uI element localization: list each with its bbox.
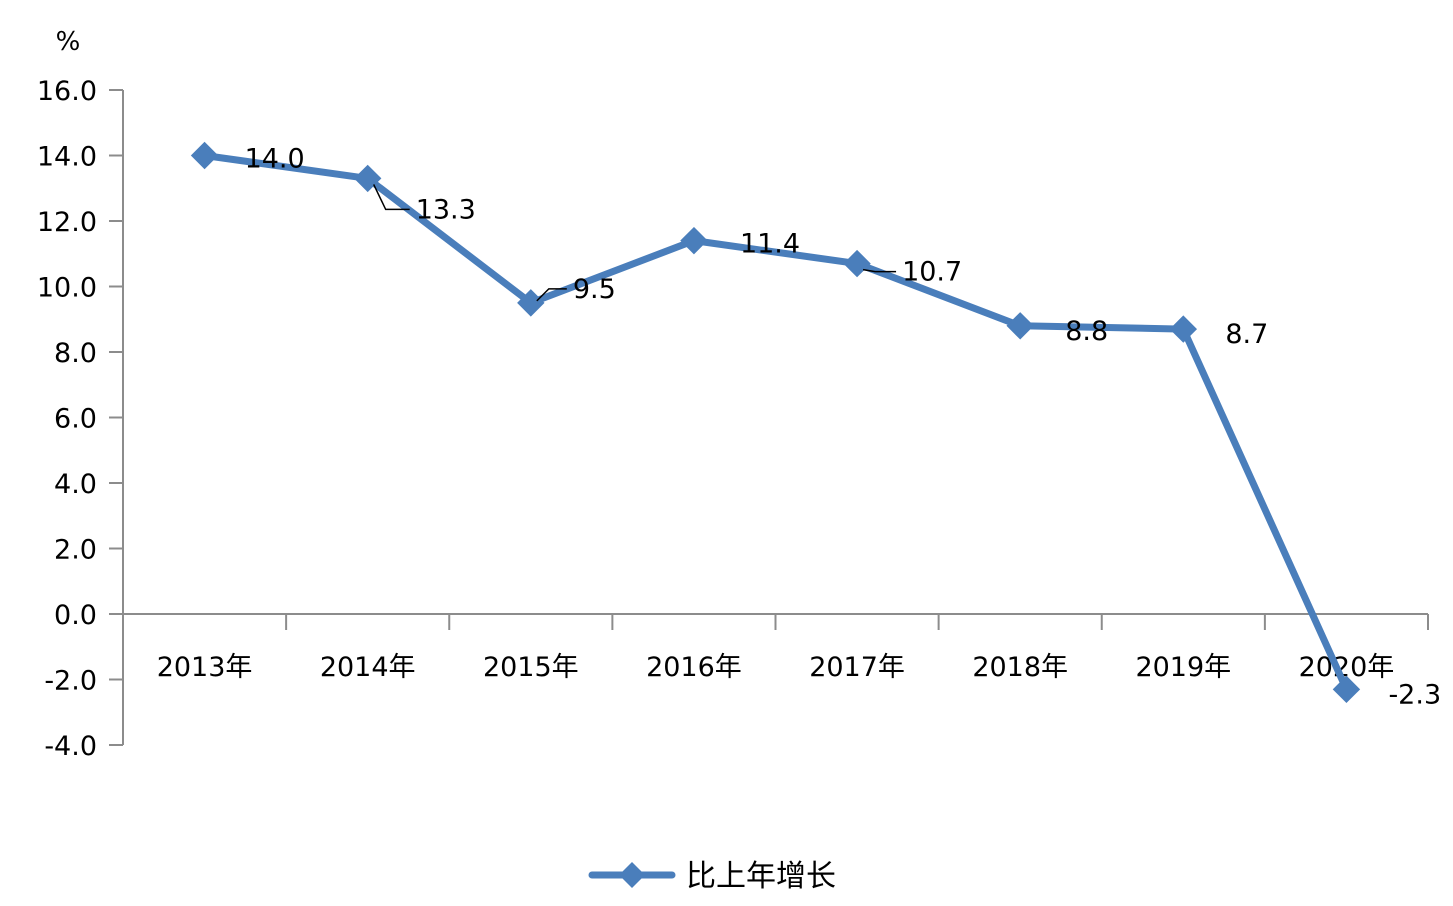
y-axis-unit-label: % [56, 27, 81, 57]
axes [109, 89, 1429, 746]
y-tick-label: 4.0 [54, 469, 97, 500]
x-tick-label: 2014年 [320, 652, 416, 683]
data-point-marker [190, 141, 219, 170]
data-label: 13.3 [416, 194, 476, 225]
y-tick-label: 6.0 [54, 404, 97, 435]
legend-label: 比上年增长 [686, 859, 836, 894]
y-tick-label: -2.0 [44, 666, 97, 697]
data-label: -2.3 [1388, 679, 1441, 710]
axis-labels: 16.0 14.0 12.0 10.0 8.0 6.0 4.0 2.0 0.0 -2.0 -4.0%… [37, 27, 1394, 762]
data-point-marker [843, 249, 871, 278]
legend-marker-swatch [619, 862, 645, 888]
data-label-leader [373, 184, 410, 211]
y-tick-label: -4.0 [44, 731, 97, 762]
x-tick-label: 2013年 [157, 652, 253, 683]
legend: 比上年增长 [588, 859, 836, 894]
y-tick-label: 14.0 [37, 142, 97, 173]
y-tick-label: 16.0 [37, 76, 97, 107]
y-tick-label: 0.0 [54, 600, 97, 631]
data-labels: 14.0 13.3 9.5 11.4 10.7 8.8 8.7 -2.3 [245, 144, 1442, 711]
x-tick-label: 2016年 [646, 652, 742, 683]
data-label: 8.8 [1065, 316, 1108, 347]
data-label-leader [536, 288, 567, 302]
data-label-leader [862, 268, 897, 273]
y-tick-label: 8.0 [54, 338, 97, 369]
y-tick-label: 2.0 [54, 535, 97, 566]
series-line [201, 152, 1350, 693]
x-tick-label: 2015年 [483, 652, 579, 683]
series [190, 141, 1361, 704]
data-label: 14.0 [245, 144, 305, 175]
data-label: 11.4 [740, 229, 800, 260]
x-tick-label: 2018年 [972, 652, 1068, 683]
data-point-marker [1006, 312, 1034, 340]
data-point-marker [1169, 315, 1198, 343]
x-tick-label: 2019年 [1135, 652, 1231, 683]
x-tick-label: 2017年 [809, 652, 905, 683]
data-label: 9.5 [573, 274, 616, 305]
data-label: 8.7 [1225, 319, 1268, 350]
y-tick-label: 12.0 [37, 207, 97, 238]
data-point-marker [1332, 675, 1361, 704]
data-point-marker [680, 226, 708, 255]
data-label: 10.7 [902, 257, 962, 288]
y-tick-label: 10.0 [37, 273, 97, 304]
